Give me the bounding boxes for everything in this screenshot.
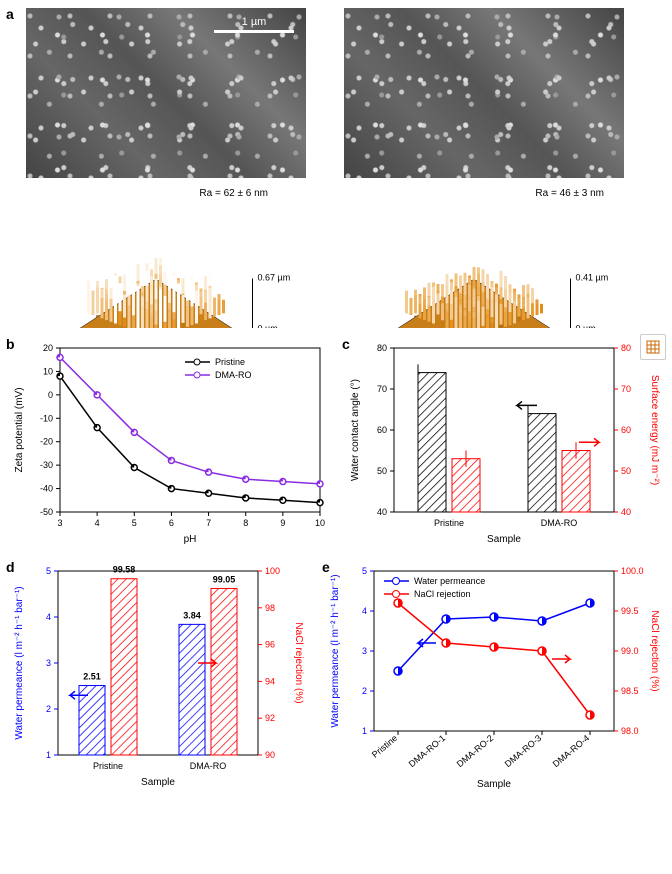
svg-text:70: 70	[621, 384, 631, 394]
table-icon[interactable]	[640, 334, 666, 360]
scale-bar: 1 µm	[214, 16, 294, 33]
svg-text:2: 2	[362, 686, 367, 696]
svg-text:2: 2	[46, 704, 51, 714]
svg-text:10: 10	[315, 518, 325, 528]
sem-pristine-image: 1 µm	[26, 8, 306, 178]
svg-text:6: 6	[169, 518, 174, 528]
panel-a-label: a	[6, 6, 14, 22]
svg-text:2.51: 2.51	[83, 672, 101, 682]
svg-text:0: 0	[48, 390, 53, 400]
svg-text:DMA-RO-3: DMA-RO-3	[503, 733, 544, 769]
svg-text:70: 70	[377, 384, 387, 394]
svg-text:Sample: Sample	[487, 534, 521, 545]
svg-text:9: 9	[280, 518, 285, 528]
svg-text:40: 40	[377, 507, 387, 517]
svg-text:80: 80	[621, 343, 631, 353]
svg-text:Water contact angle (°): Water contact angle (°)	[350, 379, 361, 481]
svg-text:20: 20	[43, 343, 53, 353]
ra-pristine: Ra = 62 ± 6 nm	[199, 188, 268, 199]
sem-dmaro-image	[344, 8, 624, 178]
svg-text:DMA-RO-1: DMA-RO-1	[407, 733, 448, 769]
svg-text:DMA-RO-2: DMA-RO-2	[455, 733, 496, 769]
svg-text:5: 5	[46, 566, 51, 576]
svg-text:80: 80	[377, 343, 387, 353]
svg-text:3: 3	[46, 658, 51, 668]
svg-text:99.05: 99.05	[213, 574, 236, 584]
svg-text:60: 60	[621, 425, 631, 435]
chart-e: 1 2 3 4 5 98.0 98.5 99.0 99.5 100.0 Pristine DMA-RO…	[324, 561, 664, 791]
svg-text:3: 3	[362, 646, 367, 656]
svg-text:4: 4	[362, 606, 367, 616]
svg-text:96: 96	[265, 640, 275, 650]
svg-text:-30: -30	[40, 460, 53, 470]
svg-text:DMA-RO: DMA-RO	[215, 370, 252, 380]
svg-text:-40: -40	[40, 484, 53, 494]
svg-text:pH: pH	[184, 534, 197, 545]
svg-text:Pristine: Pristine	[370, 733, 399, 760]
svg-text:Pristine: Pristine	[93, 761, 123, 771]
svg-text:10: 10	[43, 366, 53, 376]
ra-dmaro: Ra = 46 ± 3 nm	[535, 188, 604, 199]
svg-text:NaCl rejection: NaCl rejection	[414, 589, 471, 599]
svg-text:Water permeance (l m⁻² h⁻¹ bar: Water permeance (l m⁻² h⁻¹ bar⁻¹)	[330, 574, 341, 727]
svg-text:0 µm: 0 µm	[576, 324, 596, 329]
svg-text:1: 1	[362, 726, 367, 736]
svg-text:0.41 µm: 0.41 µm	[576, 273, 609, 283]
svg-text:92: 92	[265, 713, 275, 723]
svg-text:Sample: Sample	[477, 779, 511, 790]
svg-text:Surface energy (mJ m⁻²): Surface energy (mJ m⁻²)	[649, 375, 660, 485]
svg-text:0 µm: 0 µm	[258, 324, 278, 329]
svg-text:8: 8	[243, 518, 248, 528]
svg-text:-20: -20	[40, 437, 53, 447]
afm-pristine: y: 10 µmx: 10 µm0.67 µm0 µm	[26, 188, 326, 328]
svg-text:0.67 µm: 0.67 µm	[258, 273, 291, 283]
svg-text:3: 3	[57, 518, 62, 528]
svg-text:40: 40	[621, 507, 631, 517]
svg-text:60: 60	[377, 425, 387, 435]
chart-c: 40 40 50 50 60 60 70 70 80 80 Pristine DMA-RO Sample…	[344, 338, 664, 548]
afm-dmaro: y: 10 µmx: 10 µm0.41 µm0 µm	[344, 188, 644, 328]
svg-text:90: 90	[265, 750, 275, 760]
svg-text:-50: -50	[40, 507, 53, 517]
panel-e-label: e	[322, 559, 330, 575]
svg-text:100: 100	[265, 566, 280, 576]
svg-text:Zeta potential (mV): Zeta potential (mV)	[14, 387, 25, 472]
svg-text:4: 4	[95, 518, 100, 528]
svg-text:DMA-RO-4: DMA-RO-4	[551, 733, 592, 769]
svg-text:Sample: Sample	[141, 777, 175, 788]
svg-text:DMA-RO: DMA-RO	[541, 518, 578, 528]
svg-text:Water permeance: Water permeance	[414, 576, 485, 586]
svg-text:1: 1	[46, 750, 51, 760]
svg-text:3.84: 3.84	[183, 610, 201, 620]
svg-text:98: 98	[265, 603, 275, 613]
panel-b-label: b	[6, 336, 15, 352]
scale-text: 1 µm	[242, 16, 267, 28]
svg-text:NaCl rejection (%): NaCl rejection (%)	[293, 622, 304, 703]
svg-text:7: 7	[206, 518, 211, 528]
svg-text:94: 94	[265, 676, 275, 686]
svg-text:5: 5	[132, 518, 137, 528]
svg-text:98.5: 98.5	[621, 686, 639, 696]
svg-text:Pristine: Pristine	[215, 357, 245, 367]
chart-b: -50 -40 -30 -20 -10 0 10 20 3 4 5 6 7 8 9 10 Pristine DMA…	[8, 338, 328, 548]
svg-text:DMA-RO: DMA-RO	[190, 761, 227, 771]
svg-text:Water permeance (l m⁻² h⁻¹ bar: Water permeance (l m⁻² h⁻¹ bar⁻¹)	[14, 586, 25, 739]
panel-d-label: d	[6, 559, 15, 575]
svg-text:NaCl rejection (%): NaCl rejection (%)	[649, 610, 660, 691]
svg-text:-10: -10	[40, 413, 53, 423]
svg-text:99.0: 99.0	[621, 646, 639, 656]
svg-text:4: 4	[46, 612, 51, 622]
chart-d: 1 2 3 4 5 90 92 94 96 98 100 2.51 99.58 Pristine 3.84 9…	[8, 561, 308, 791]
svg-text:100.0: 100.0	[621, 566, 644, 576]
svg-text:50: 50	[377, 466, 387, 476]
svg-text:5: 5	[362, 566, 367, 576]
svg-text:Pristine: Pristine	[434, 518, 464, 528]
svg-text:99.5: 99.5	[621, 606, 639, 616]
svg-text:50: 50	[621, 466, 631, 476]
svg-text:98.0: 98.0	[621, 726, 639, 736]
svg-text:99.58: 99.58	[113, 565, 136, 575]
panel-c-label: c	[342, 336, 350, 352]
